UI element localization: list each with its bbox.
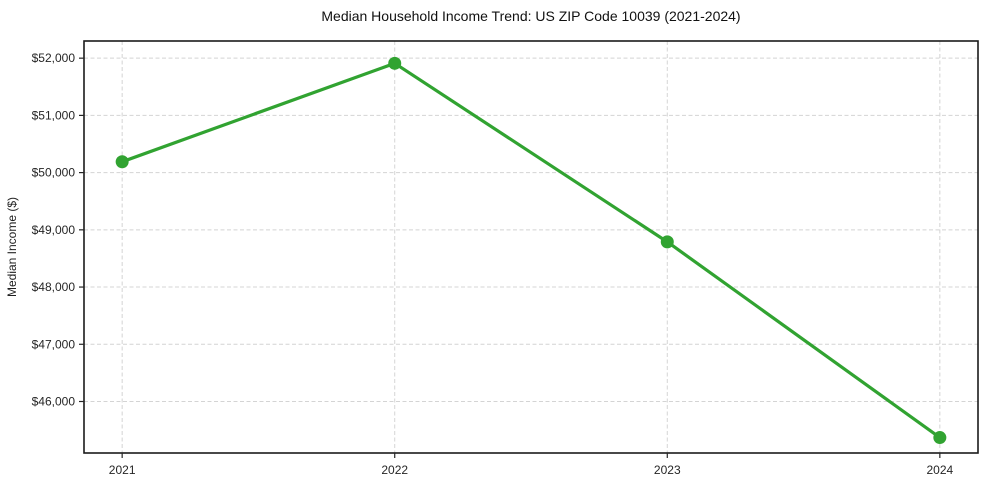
data-point-2024 [933,431,947,445]
y-tick-label: $46,000 [32,395,76,409]
y-tick-label: $50,000 [32,166,76,180]
data-point-2021 [115,155,129,169]
x-tick-label: 2024 [926,463,953,477]
y-tick-label: $49,000 [32,223,76,237]
x-tick-label: 2023 [654,463,681,477]
data-line [120,61,942,440]
chart-title: Median Household Income Trend: US ZIP Co… [321,8,740,24]
data-point-2022 [388,56,402,70]
x-tick-label: 2022 [381,463,408,477]
series-layer [115,56,947,445]
y-tick-label: $52,000 [32,51,76,65]
tick-layer: $46,000 $47,000 $48,000 $49,000 $50,000 $51,0… [32,51,954,477]
y-tick-label: $51,000 [32,108,76,122]
plot-frame [83,40,979,454]
y-axis-label: Median Income ($) [5,197,19,297]
grid-layer [84,41,978,453]
frame-layer [83,40,979,454]
y-tick-label: $48,000 [32,280,76,294]
y-tick-label: $47,000 [32,337,76,351]
x-tick-label: 2021 [109,463,136,477]
data-point-2023 [660,235,674,249]
